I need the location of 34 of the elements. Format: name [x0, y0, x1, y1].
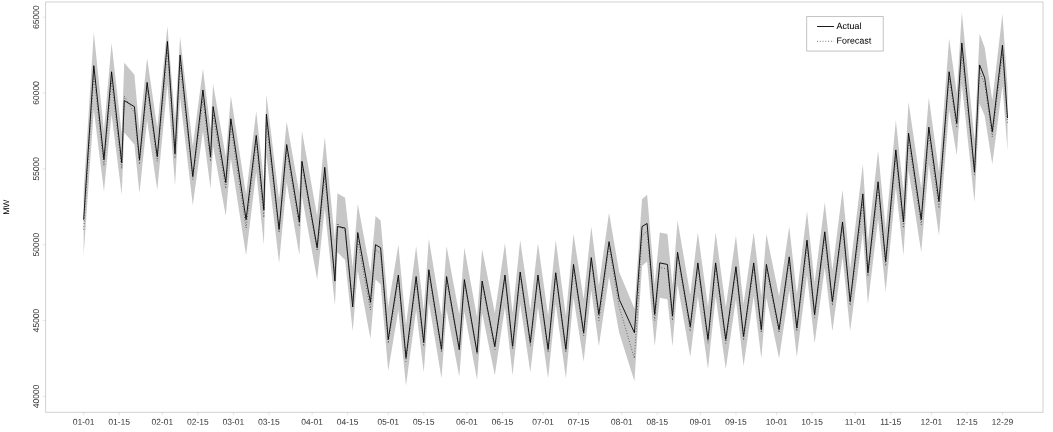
x-tick-label: 01-15: [108, 418, 130, 425]
x-tick-label: 12-15: [956, 418, 978, 425]
x-tick-label: 08-15: [646, 418, 668, 425]
y-tick-label: 45000: [33, 308, 40, 332]
x-tick-label: 04-15: [337, 418, 359, 425]
y-tick-label: 40000: [33, 384, 40, 408]
y-tick-label: 65000: [33, 5, 40, 29]
legend-label: Forecast: [837, 37, 872, 44]
x-tick-label: 07-15: [568, 418, 590, 425]
x-tick-label: 06-01: [456, 418, 478, 425]
x-tick-label: 07-01: [532, 418, 554, 425]
x-tick-label: 12-29: [992, 418, 1013, 425]
y-tick-label: 60000: [33, 81, 40, 105]
x-tick-label: 02-15: [187, 418, 209, 425]
x-tick-label: 04-01: [301, 418, 323, 425]
x-tick-label: 01-01: [73, 418, 95, 425]
legend-label: Actual: [836, 22, 861, 29]
x-tick-label: 09-01: [689, 418, 711, 425]
x-tick-label: 03-01: [222, 418, 244, 425]
y-tick-label: 55000: [33, 157, 40, 181]
y-tick-label: 50000: [33, 233, 40, 256]
x-tick-label: 08-01: [611, 418, 633, 425]
x-tick-label: 03-15: [258, 418, 280, 425]
x-tick-label: 09-15: [725, 418, 747, 425]
x-tick-label: 11-15: [880, 418, 901, 425]
x-tick-label: 06-15: [491, 418, 513, 425]
x-tick-label: 05-01: [377, 418, 399, 425]
x-tick-label: 11-01: [845, 418, 866, 425]
x-tick-label: 02-01: [151, 418, 173, 425]
x-tick-label: 12-01: [921, 418, 942, 425]
x-tick-label: 10-01: [766, 418, 787, 425]
x-tick-label: 10-15: [801, 418, 823, 425]
y-axis-title: MW: [3, 199, 10, 214]
x-tick-label: 05-15: [413, 418, 435, 425]
